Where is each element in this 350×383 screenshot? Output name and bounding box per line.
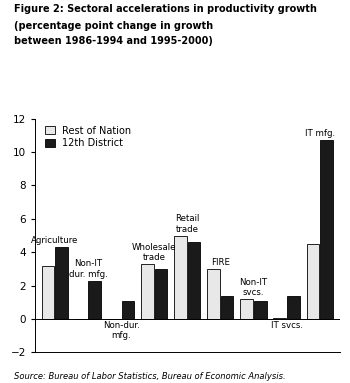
Bar	[287, 296, 300, 319]
Bar	[273, 318, 286, 319]
Text: between 1986-1994 and 1995-2000): between 1986-1994 and 1995-2000)	[14, 36, 213, 46]
Bar	[42, 265, 54, 319]
Bar	[55, 247, 68, 319]
Bar	[254, 301, 266, 319]
Text: Retail
trade: Retail trade	[175, 214, 199, 234]
Legend: Rest of Nation, 12th District: Rest of Nation, 12th District	[43, 124, 133, 150]
Text: FIRE: FIRE	[211, 258, 230, 267]
Bar	[221, 296, 233, 319]
Text: (percentage point change in growth: (percentage point change in growth	[14, 21, 213, 31]
Text: Non-dur.
mfg.: Non-dur. mfg.	[103, 321, 139, 340]
Text: Non-IT
svcs.: Non-IT svcs.	[239, 278, 267, 297]
Bar	[207, 269, 220, 319]
Text: Wholesale
trade: Wholesale trade	[132, 242, 176, 262]
Bar	[188, 242, 200, 319]
Bar	[320, 141, 333, 319]
Text: Source: Bureau of Labor Statistics, Bureau of Economic Analysis.: Source: Bureau of Labor Statistics, Bure…	[14, 372, 286, 381]
Text: Figure 2: Sectoral accelerations in productivity growth: Figure 2: Sectoral accelerations in prod…	[14, 4, 317, 14]
Bar	[174, 236, 187, 319]
Text: Agriculture: Agriculture	[31, 236, 78, 245]
Bar	[240, 299, 253, 319]
Text: Non-IT
dur. mfg.: Non-IT dur. mfg.	[69, 259, 107, 278]
Bar	[155, 269, 167, 319]
Bar	[141, 264, 154, 319]
Bar	[89, 281, 101, 319]
Bar	[121, 301, 134, 319]
Text: IT mfg.: IT mfg.	[304, 129, 335, 138]
Bar	[307, 244, 319, 319]
Text: IT svcs.: IT svcs.	[271, 321, 302, 330]
